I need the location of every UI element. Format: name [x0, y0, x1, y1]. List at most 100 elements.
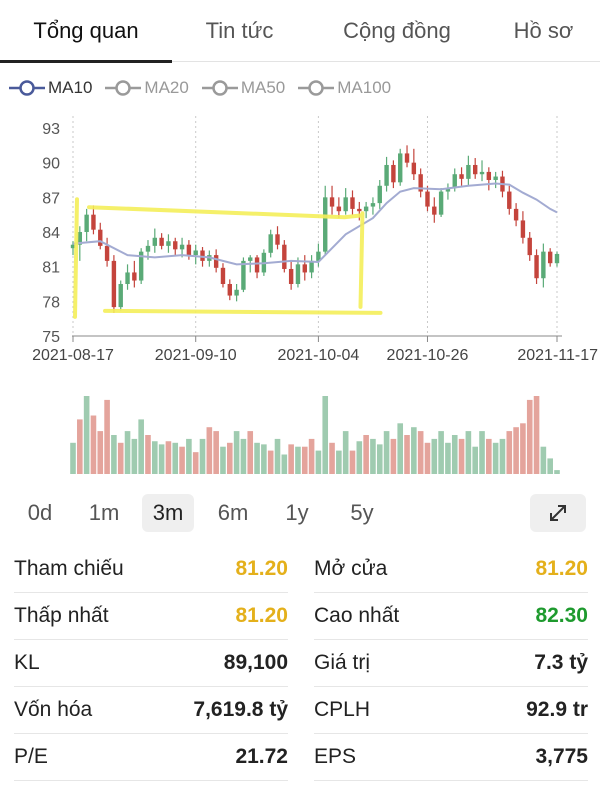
- volume-bar: [370, 438, 376, 474]
- candle-body: [404, 153, 410, 163]
- period-0d[interactable]: 0d: [27, 500, 53, 525]
- volume-bar: [308, 438, 315, 474]
- period-5y[interactable]: 5y: [350, 500, 374, 525]
- volume-bar: [77, 419, 83, 474]
- candle-body: [316, 251, 321, 261]
- stat-high: Cao nhất 82.30: [314, 593, 588, 640]
- ma10-toggle[interactable]: MA10: [8, 78, 92, 98]
- stat-label: Mở cửa: [314, 557, 388, 580]
- stat-market-cap: Vốn hóa 7,619.8 tỷ: [14, 687, 288, 734]
- volume-bar: [172, 442, 179, 474]
- candle-body: [520, 220, 526, 238]
- candle-body: [132, 272, 137, 281]
- x-tick-label: 2021-10-04: [277, 347, 359, 364]
- period-selector: 0d 1m 3m 6m 1y 5y: [0, 490, 600, 536]
- expand-chart-button[interactable]: [530, 494, 586, 532]
- candle-body: [275, 234, 280, 245]
- candle-body: [384, 164, 389, 186]
- candle-body: [377, 185, 382, 204]
- candle-body: [370, 203, 376, 207]
- volume-bar: [411, 427, 417, 474]
- tab-community[interactable]: Cộng đồng: [343, 18, 451, 43]
- ma20-toggle[interactable]: MA20: [104, 78, 189, 98]
- volume-bar: [220, 446, 226, 474]
- candle-body: [104, 245, 110, 261]
- candle-body: [213, 255, 219, 268]
- ma100-toggle[interactable]: MA100: [297, 78, 391, 98]
- candle-body: [541, 251, 546, 279]
- tab-profile[interactable]: Hồ sơ: [513, 18, 574, 43]
- candle-body: [357, 208, 362, 212]
- candle-body: [145, 245, 151, 252]
- stat-volume: KL 89,100: [14, 640, 288, 687]
- period-6m[interactable]: 6m: [217, 500, 249, 525]
- tab-overview[interactable]: Tổng quan: [0, 0, 172, 63]
- candle-body: [547, 251, 553, 264]
- period-1y[interactable]: 1y: [285, 500, 309, 525]
- stat-value: 3,775: [535, 745, 588, 768]
- ma10-label: MA10: [48, 78, 93, 97]
- stat-pe: P/E 21.72: [14, 734, 288, 781]
- candle-body: [302, 264, 307, 273]
- volume-bar: [226, 442, 233, 474]
- stats-row: KL 89,100 Giá trị 7.3 tỷ: [0, 640, 600, 687]
- stats-row: P/E 21.72 EPS 3,775: [0, 734, 600, 781]
- stat-value: 92.9 tr: [526, 698, 588, 721]
- volume-bar: [179, 446, 185, 474]
- ma50-toggle[interactable]: MA50: [201, 78, 285, 98]
- volume-bar: [70, 442, 76, 474]
- stat-value-traded: Giá trị 7.3 tỷ: [314, 640, 588, 687]
- candle-body: [248, 257, 253, 261]
- volume-bar: [158, 444, 165, 474]
- candle-body: [282, 244, 287, 269]
- candle-body: [432, 206, 437, 215]
- candle-body: [179, 244, 185, 250]
- volume-bar: [431, 438, 438, 474]
- candle-body: [227, 284, 232, 296]
- candle-body: [288, 268, 294, 284]
- tab-news[interactable]: Tin tức: [205, 18, 274, 43]
- candle-body: [70, 244, 76, 249]
- y-tick-label: 90: [42, 156, 60, 173]
- volume-bar: [213, 431, 219, 474]
- volume-bar: [145, 435, 151, 474]
- volume-bar: [363, 435, 369, 474]
- candle-body: [241, 260, 246, 290]
- period-1m[interactable]: 1m: [88, 500, 120, 525]
- period-3m[interactable]: 3m: [142, 494, 194, 532]
- volume-bar: [472, 446, 478, 474]
- volume-bar: [336, 450, 342, 474]
- candle-body: [268, 234, 273, 253]
- stat-label: Cao nhất: [314, 604, 400, 627]
- volume-bar: [131, 438, 138, 474]
- ma50-line-icon: [201, 80, 238, 96]
- ma100-label: MA100: [337, 78, 392, 97]
- highlight-box: [73, 197, 383, 319]
- stat-shares-outstanding: CPLH 92.9 tr: [314, 687, 588, 734]
- candle-body: [527, 237, 532, 256]
- ma10-line-icon: [9, 80, 45, 96]
- volume-bar: [261, 444, 267, 474]
- candle-body: [534, 255, 539, 279]
- candle-body: [173, 241, 178, 250]
- volume-bar: [274, 438, 281, 474]
- stat-value: 21.72: [235, 745, 288, 768]
- volume-bar: [329, 442, 335, 474]
- volume-bar: [479, 431, 485, 474]
- candle-body: [336, 206, 342, 212]
- ma50-label: MA50: [240, 78, 286, 97]
- candle-body: [472, 164, 478, 175]
- x-tick-label: 2021-11-17: [517, 347, 598, 364]
- volume-bar: [417, 431, 424, 474]
- volume-bar: [390, 438, 397, 474]
- tab-bar: Tổng quan Tin tức Cộng đồng Hồ sơ: [0, 0, 600, 63]
- stat-label: Thấp nhất: [14, 604, 109, 627]
- volume-bar: [233, 431, 240, 474]
- volume-bar: [397, 423, 404, 474]
- stat-value: 7.3 tỷ: [534, 651, 588, 674]
- candle-body: [425, 191, 430, 207]
- candle-body: [466, 164, 471, 179]
- stat-value: 82.30: [535, 604, 588, 627]
- stat-value: 7,619.8 tỷ: [193, 698, 288, 721]
